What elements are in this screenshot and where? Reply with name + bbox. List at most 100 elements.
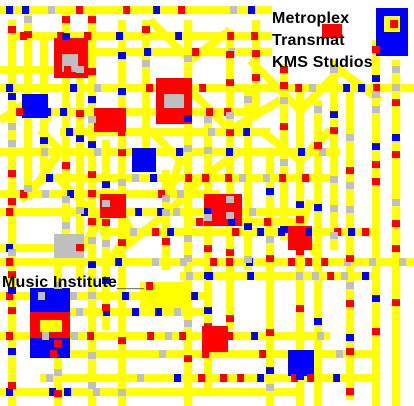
marker-276 — [392, 66, 400, 73]
marker-55 — [302, 174, 309, 182]
marker-171 — [76, 244, 84, 251]
marker-215 — [204, 245, 212, 252]
marker-147 — [8, 123, 16, 130]
marker-41 — [94, 148, 101, 156]
marker-144 — [264, 218, 271, 226]
marker-25 — [295, 84, 302, 92]
marker-164 — [62, 162, 70, 169]
marker-197 — [118, 337, 126, 344]
marker-170 — [76, 207, 84, 214]
marker-246 — [296, 373, 304, 380]
marker-146 — [8, 93, 16, 100]
marker-54 — [279, 174, 286, 182]
marker-175 — [88, 116, 96, 123]
marker-256 — [330, 232, 338, 239]
marker-284 — [392, 299, 400, 306]
marker-177 — [88, 171, 96, 178]
marker-122 — [50, 350, 57, 358]
road-diagonal-g — [117, 146, 243, 254]
marker-72 — [232, 228, 239, 236]
marker-196 — [118, 239, 126, 246]
marker-261 — [346, 255, 354, 262]
marker-143 — [228, 218, 235, 226]
marker-70 — [152, 228, 159, 236]
marker-179 — [88, 218, 96, 225]
marker-235 — [266, 384, 274, 391]
marker-79 — [6, 244, 13, 252]
marker-17 — [192, 48, 199, 56]
marker-225 — [226, 249, 234, 256]
marker-48 — [150, 174, 157, 182]
marker-103 — [70, 292, 77, 300]
marker-50 — [202, 174, 209, 182]
marker-125 — [259, 350, 266, 358]
marker-287 — [54, 282, 62, 289]
marker-219 — [226, 51, 234, 58]
marker-217 — [204, 307, 212, 314]
marker-141 — [146, 282, 153, 290]
marker-5 — [153, 6, 160, 14]
marker-66 — [204, 208, 211, 216]
marker-60 — [177, 190, 184, 198]
marker-192 — [118, 88, 126, 95]
marker-87 — [288, 258, 295, 266]
marker-290 — [54, 390, 62, 397]
marker-223 — [226, 196, 234, 203]
marker-241 — [280, 226, 288, 233]
marker-10 — [57, 32, 64, 40]
block-red-transmat — [322, 24, 342, 38]
street-v-10 — [184, 20, 192, 406]
marker-69 — [130, 228, 137, 236]
marker-30 — [16, 108, 23, 116]
marker-194 — [118, 149, 126, 156]
marker-44 — [298, 148, 305, 156]
block-blue-music — [30, 288, 70, 312]
marker-154 — [8, 307, 16, 314]
marker-211 — [184, 355, 192, 362]
marker-3 — [76, 6, 83, 14]
marker-20 — [6, 84, 13, 92]
marker-9 — [20, 32, 27, 40]
marker-8 — [248, 6, 255, 14]
marker-195 — [118, 179, 126, 186]
marker-59 — [158, 190, 165, 198]
label-kms-studios: KMS Studios — [272, 54, 373, 71]
marker-160 — [24, 185, 32, 192]
marker-22 — [94, 84, 101, 92]
marker-11 — [84, 32, 91, 40]
street-h-5 — [10, 108, 260, 116]
marker-187 — [102, 219, 110, 226]
marker-67 — [232, 208, 239, 216]
marker-182 — [88, 292, 96, 299]
marker-228 — [244, 223, 252, 230]
marker-189 — [102, 277, 110, 284]
marker-278 — [392, 99, 400, 106]
marker-145 — [8, 26, 16, 33]
marker-239 — [280, 123, 288, 130]
marker-263 — [346, 300, 354, 307]
marker-13 — [175, 32, 182, 40]
marker-42 — [176, 148, 183, 156]
marker-214 — [204, 214, 212, 221]
marker-106 — [76, 308, 83, 316]
marker-257 — [346, 134, 354, 141]
marker-131 — [220, 374, 227, 382]
block-gray-n-inner — [164, 94, 184, 108]
marker-128 — [137, 374, 144, 382]
marker-286 — [252, 74, 260, 81]
marker-248 — [314, 142, 322, 149]
marker-62 — [81, 208, 88, 216]
marker-6 — [178, 6, 185, 14]
marker-236 — [280, 66, 288, 73]
marker-126 — [336, 350, 343, 358]
marker-237 — [280, 82, 288, 89]
marker-229 — [244, 256, 252, 263]
marker-121 — [317, 332, 324, 340]
marker-28 — [358, 84, 365, 92]
block-blue-se — [288, 350, 314, 376]
marker-227 — [244, 96, 252, 103]
marker-51 — [225, 174, 232, 182]
marker-52 — [239, 174, 246, 182]
marker-134 — [291, 374, 298, 382]
